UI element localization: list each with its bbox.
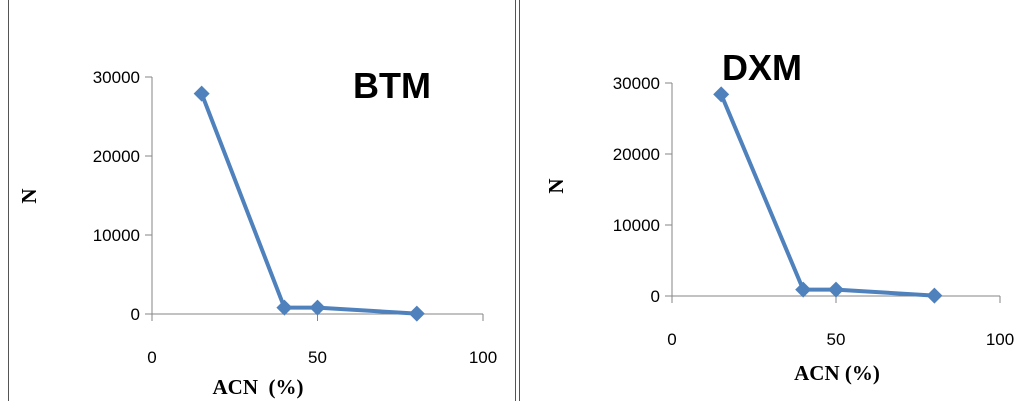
chart-dxm-series-line (719, 93, 935, 298)
chart-dxm-x-tick-label: 0 (667, 330, 676, 349)
chart-btm-data-point (276, 299, 293, 316)
chart-btm-y-tick-label: 20000 (93, 147, 140, 166)
chart-btm-y-axis-title: N (17, 188, 41, 203)
chart-btm-data-point (193, 85, 210, 102)
chart-dxm-data-point (795, 281, 812, 298)
chart-dxm-data-point (926, 287, 943, 304)
chart-dxm-y-tick-label: 0 (651, 287, 660, 306)
chart-btm-x-tick-label: 100 (469, 348, 497, 367)
chart-btm-y-tick-label: 0 (131, 305, 140, 324)
divider-line-b (519, 0, 520, 401)
chart-btm-x-tick-label: 0 (147, 348, 156, 367)
chart-btm-x-tick-label: 50 (308, 348, 327, 367)
chart-btm-data-point (408, 305, 425, 322)
chart-panel-btm: 0 10000 20000 30000 0 50 100 BTM ACN (%) N (17, 65, 497, 399)
chart-dxm-x-axis-title: ACN (%) (794, 361, 880, 385)
chart-dxm-data-point (828, 281, 844, 298)
chart-dxm: 0 10000 20000 30000 0 50 100 DXM ACN (%) N (544, 47, 1014, 385)
chart-btm: 0 10000 20000 30000 0 50 100 BTM ACN (%) N (17, 65, 497, 399)
chart-btm-title: BTM (353, 65, 431, 106)
chart-dxm-x-tick-label: 50 (827, 330, 846, 349)
chart-dxm-title: DXM (722, 47, 802, 88)
chart-dxm-y-tick-label: 20000 (613, 145, 660, 164)
chart-dxm-y-axis-title: N (544, 178, 568, 193)
left-border-line (8, 0, 9, 401)
chart-btm-y-tick-label: 30000 (93, 68, 140, 87)
chart-panel-dxm: 0 10000 20000 30000 0 50 100 DXM ACN (%) N (522, 0, 1024, 401)
chart-btm-y-tick-label: 10000 (93, 226, 140, 245)
divider-line-a (515, 0, 516, 401)
chart-dxm-y-tick-label: 30000 (613, 74, 660, 93)
chart-dxm-x-tick-label: 100 (986, 330, 1014, 349)
chart-dxm-y-tick-label: 10000 (613, 216, 660, 235)
chart-dxm-data-point (713, 86, 730, 103)
chart-btm-data-point (309, 299, 326, 316)
chart-btm-x-axis-title: ACN (%) (213, 375, 304, 399)
chart-btm-series-line (199, 92, 417, 316)
